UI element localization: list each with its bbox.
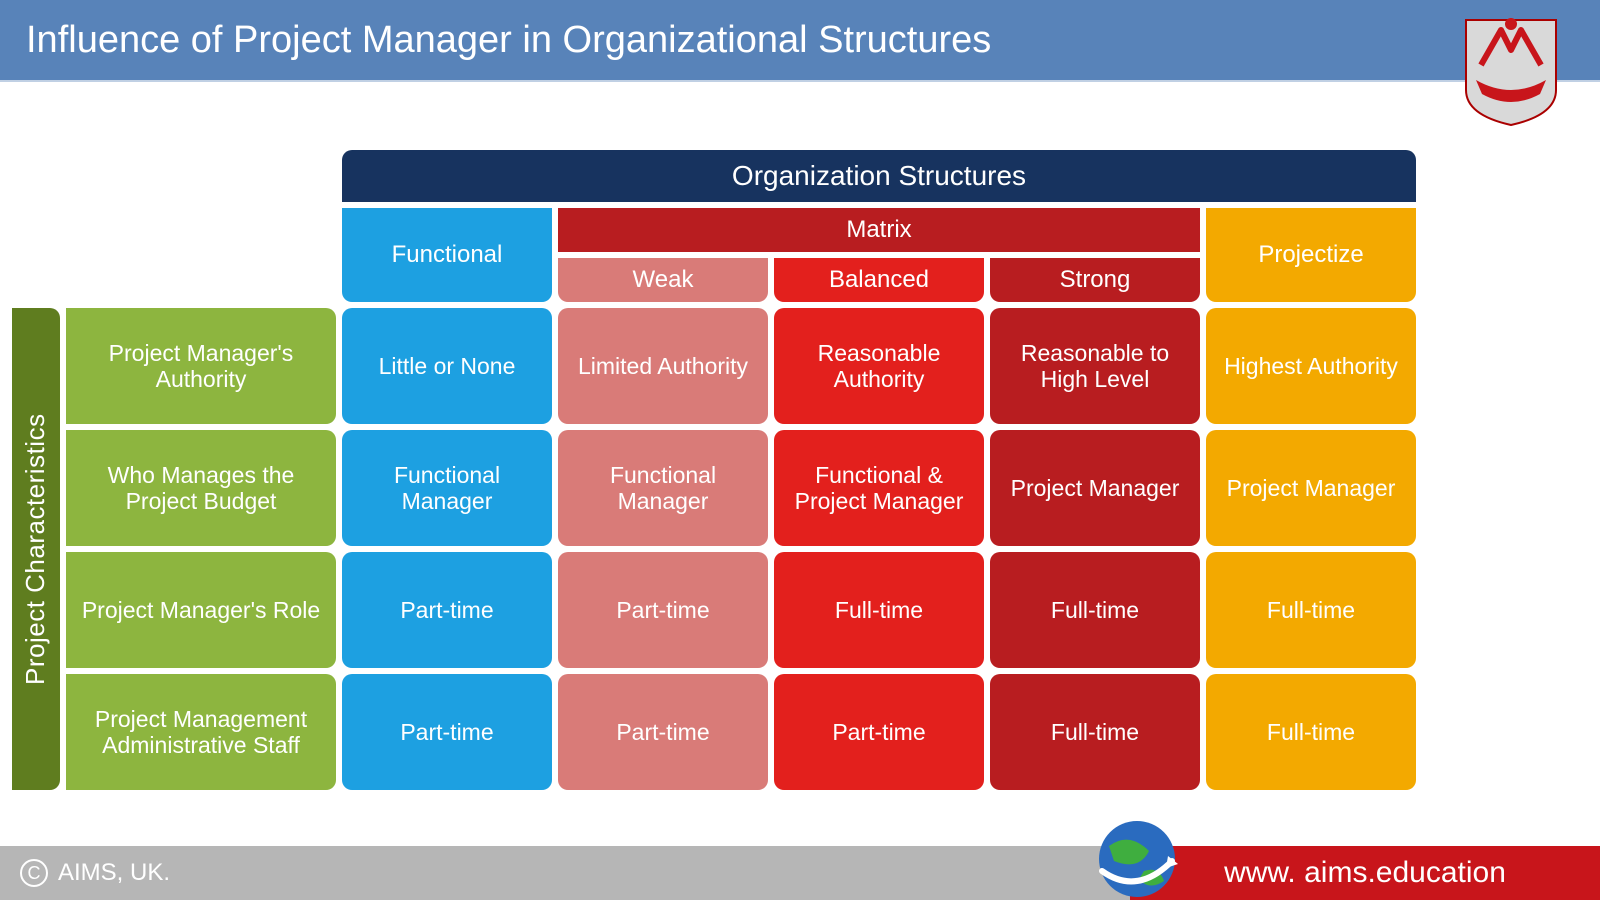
cell-projectize-budget: Project Manager [1206,430,1416,546]
cell-balanced-budget: Functional & Project Manager [774,430,984,546]
cell-strong-admin: Full-time [990,674,1200,790]
footer-url: www. aims.education [1224,856,1506,890]
cell-strong-authority: Reasonable to High Level [990,308,1200,424]
globe-icon [1094,816,1180,902]
row-budget: Who Manages the Project Budget [66,430,336,546]
cell-projectize-role: Full-time [1206,552,1416,668]
cell-projectize-admin: Full-time [1206,674,1416,790]
title-bar: Influence of Project Manager in Organiza… [0,0,1600,82]
matrix-table: Organization Structures Functional Matri… [12,150,1588,790]
cell-projectize-authority: Highest Authority [1206,308,1416,424]
cell-weak-role: Part-time [558,552,768,668]
footer-right: www. aims.education [1130,846,1600,900]
side-label: Project Characteristics [12,308,60,790]
footer: C AIMS, UK. www. aims.education [0,846,1600,900]
brand-logo-icon [1456,10,1566,130]
cell-functional-role: Part-time [342,552,552,668]
footer-left: C AIMS, UK. [0,846,1130,900]
page-title: Influence of Project Manager in Organiza… [26,19,991,62]
cell-functional-budget: Functional Manager [342,430,552,546]
footer-org: AIMS, UK. [58,859,170,887]
cell-weak-authority: Limited Authority [558,308,768,424]
col-matrix: Matrix [558,208,1200,252]
row-admin-staff: Project Management Administrative Staff [66,674,336,790]
row-authority: Project Manager's Authority [66,308,336,424]
col-projectize: Projectize [1206,208,1416,302]
cell-strong-role: Full-time [990,552,1200,668]
col-functional: Functional [342,208,552,302]
cell-functional-admin: Part-time [342,674,552,790]
cell-strong-budget: Project Manager [990,430,1200,546]
row-role: Project Manager's Role [66,552,336,668]
cell-balanced-admin: Part-time [774,674,984,790]
col-matrix-strong: Strong [990,258,1200,302]
cell-balanced-authority: Reasonable Authority [774,308,984,424]
col-matrix-weak: Weak [558,258,768,302]
cell-functional-authority: Little or None [342,308,552,424]
cell-weak-admin: Part-time [558,674,768,790]
copyright-icon: C [20,859,48,887]
col-matrix-balanced: Balanced [774,258,984,302]
org-structures-header: Organization Structures [342,150,1416,202]
cell-weak-budget: Functional Manager [558,430,768,546]
cell-balanced-role: Full-time [774,552,984,668]
